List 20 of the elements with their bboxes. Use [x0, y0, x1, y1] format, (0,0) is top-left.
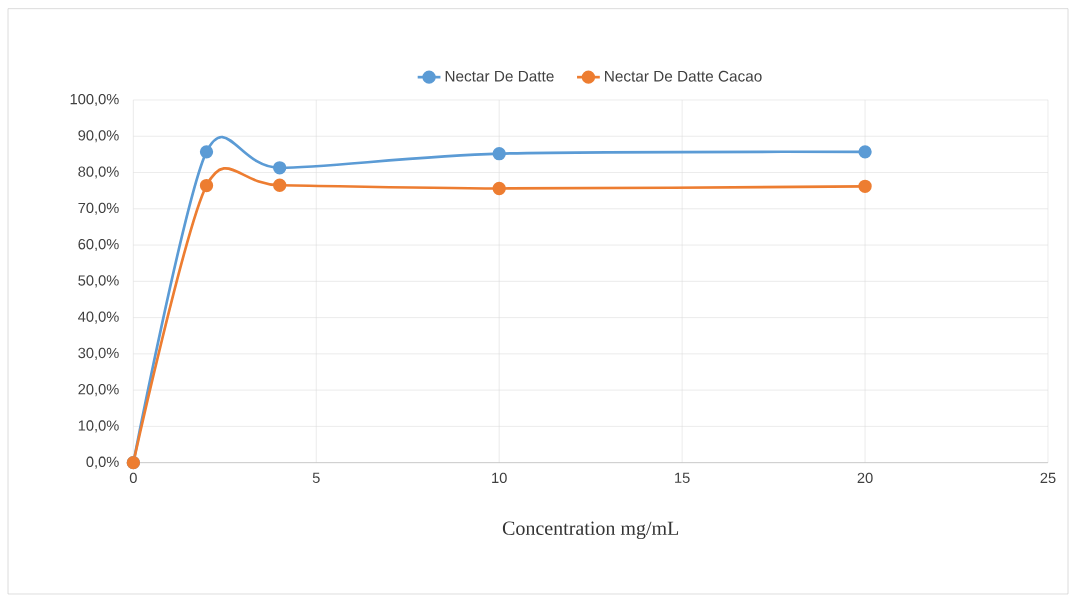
y-tick-label: 70,0% — [78, 202, 119, 215]
legend-label: Nectar De Datte Cacao — [605, 70, 762, 82]
y-tick-label: 50,0% — [78, 275, 119, 288]
x-tick-label: 15 — [675, 472, 690, 483]
x-tick-label: 25 — [1040, 472, 1056, 484]
x-tick-label: 0 — [129, 472, 137, 484]
x-tick-label: 5 — [312, 472, 320, 483]
y-tick-label: 60,0% — [78, 239, 119, 252]
y-tick-label: 10,0% — [78, 420, 119, 433]
y-tick-label: 0,0% — [86, 456, 119, 469]
y-tick-label: 90,0% — [78, 130, 119, 143]
y-tick-label: 40,0% — [78, 311, 119, 324]
y-tick-label: 100,0% — [70, 93, 119, 107]
legend-label: Nectar De Datte — [445, 70, 554, 82]
y-tick-label: 80,0% — [78, 166, 119, 179]
x-axis-title: Concentration mg/mL — [502, 521, 679, 540]
y-tick-label: 30,0% — [78, 347, 119, 360]
x-tick-label: 10 — [492, 472, 507, 484]
y-tick-label: 20,0% — [78, 384, 119, 397]
x-tick-label: 20 — [857, 472, 873, 484]
